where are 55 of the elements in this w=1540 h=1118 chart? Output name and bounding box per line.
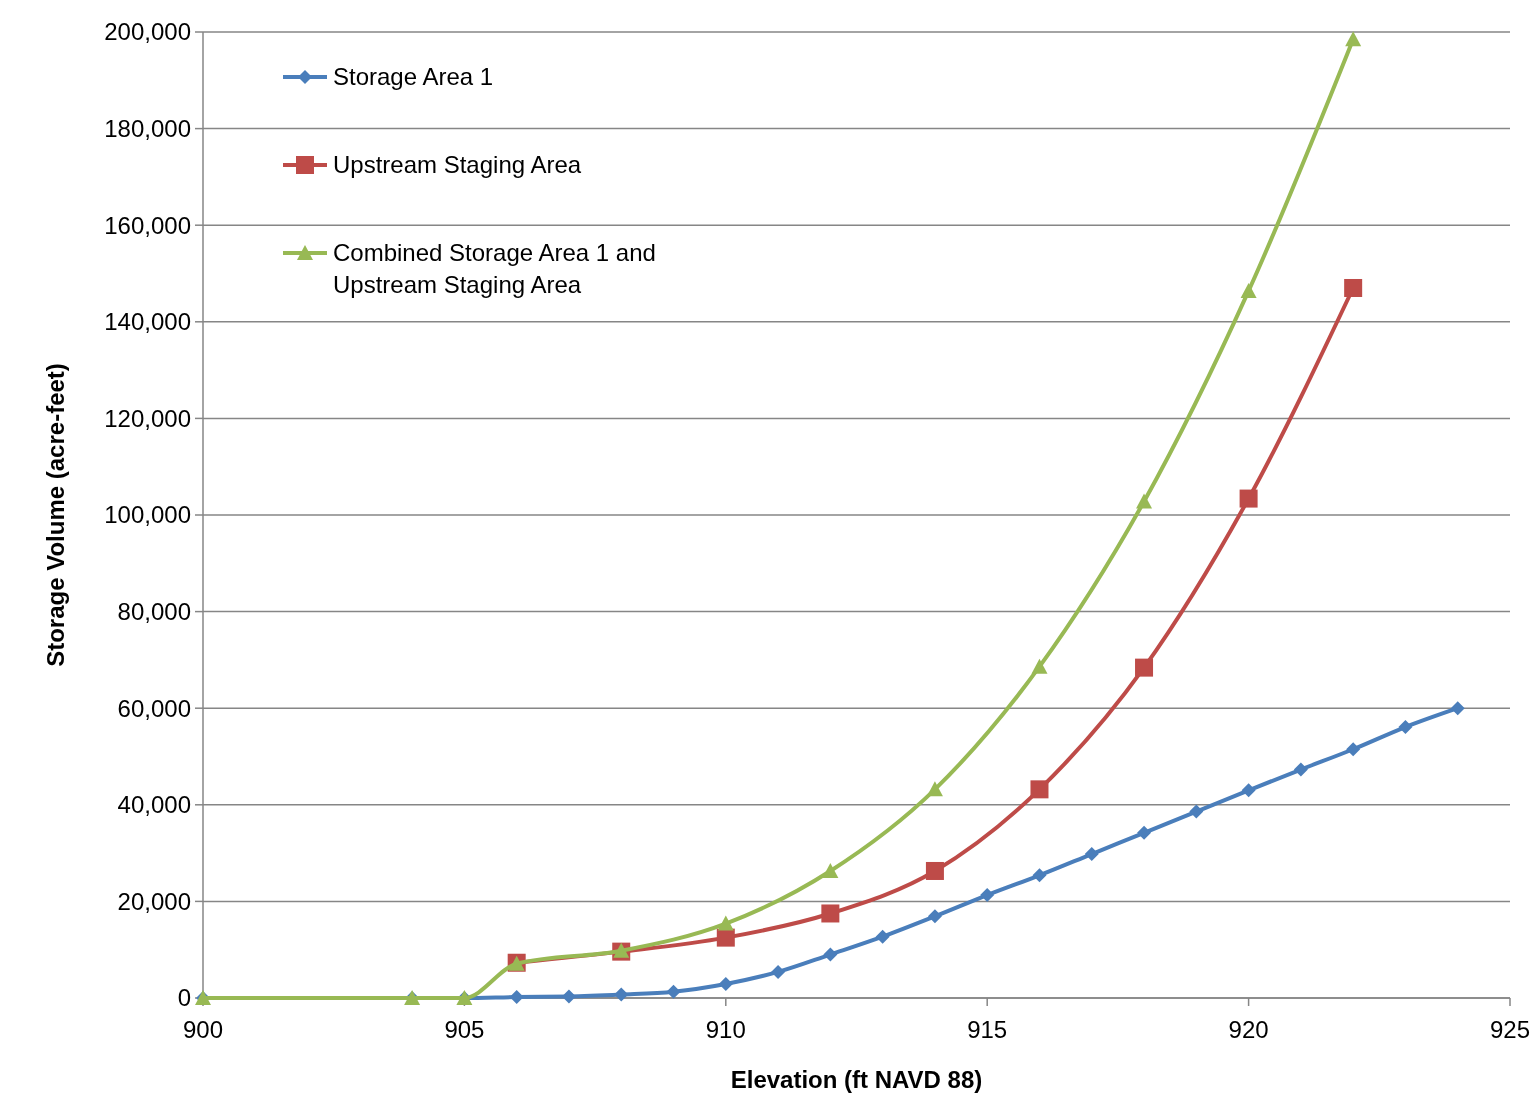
point [925,861,944,880]
point [1084,847,1099,862]
point [509,990,524,1005]
y-tick-label: 160,000 [104,211,191,239]
legend-label: Combined Storage Area 1 and Upstream Staging Area [333,239,656,298]
y-tick-label: 60,000 [117,694,191,722]
legend-label: Storage Area 1 [333,63,494,91]
point [1135,658,1154,677]
point [666,984,681,999]
point [1137,825,1152,840]
x-tick-label: 910 [705,1016,746,1043]
y-tick-label: 20,000 [117,887,191,915]
point [1346,742,1361,757]
point [823,947,838,962]
x-tick-label: 925 [1489,1016,1531,1043]
point [822,862,839,878]
y-tick-label: 120,000 [104,404,191,432]
point [980,888,995,903]
x-tick-label: 915 [967,1016,1008,1043]
x-tick-label: 920 [1228,1016,1269,1043]
point [1293,762,1308,777]
y-tick-label: 80,000 [117,598,191,625]
point [821,904,840,923]
point [1241,783,1256,798]
point [1136,493,1153,509]
point [927,909,942,924]
point [926,781,943,797]
point [716,928,735,947]
y-tick-label: 100,000 [104,501,191,529]
point [614,987,629,1002]
point [1239,489,1258,508]
x-tick-label: 905 [444,1016,485,1043]
point [561,989,576,1004]
y-tick-label: 140,000 [104,308,191,336]
x-tick-label: 900 [182,1016,224,1043]
point [1030,780,1049,799]
point [1031,658,1048,674]
point [771,964,786,979]
point [1345,31,1362,47]
point [1032,868,1047,883]
y-tick-label: 40,000 [117,791,191,819]
y-tick-label: 200,000 [104,18,191,46]
point [1189,804,1204,819]
point [718,976,733,991]
point [875,929,890,944]
x-axis-title: Elevation (ft NAVD 88) [730,1066,983,1093]
point [717,915,734,931]
point [1344,278,1363,297]
y-tick-label: 0 [177,984,191,1012]
legend-label: Upstream Staging Area [333,151,582,179]
point [1240,282,1257,298]
y-axis-title: Storage Volume (acre-feet) [42,363,69,667]
point [1450,701,1465,716]
y-tick-label: 180,000 [104,115,191,142]
point [1398,720,1413,735]
